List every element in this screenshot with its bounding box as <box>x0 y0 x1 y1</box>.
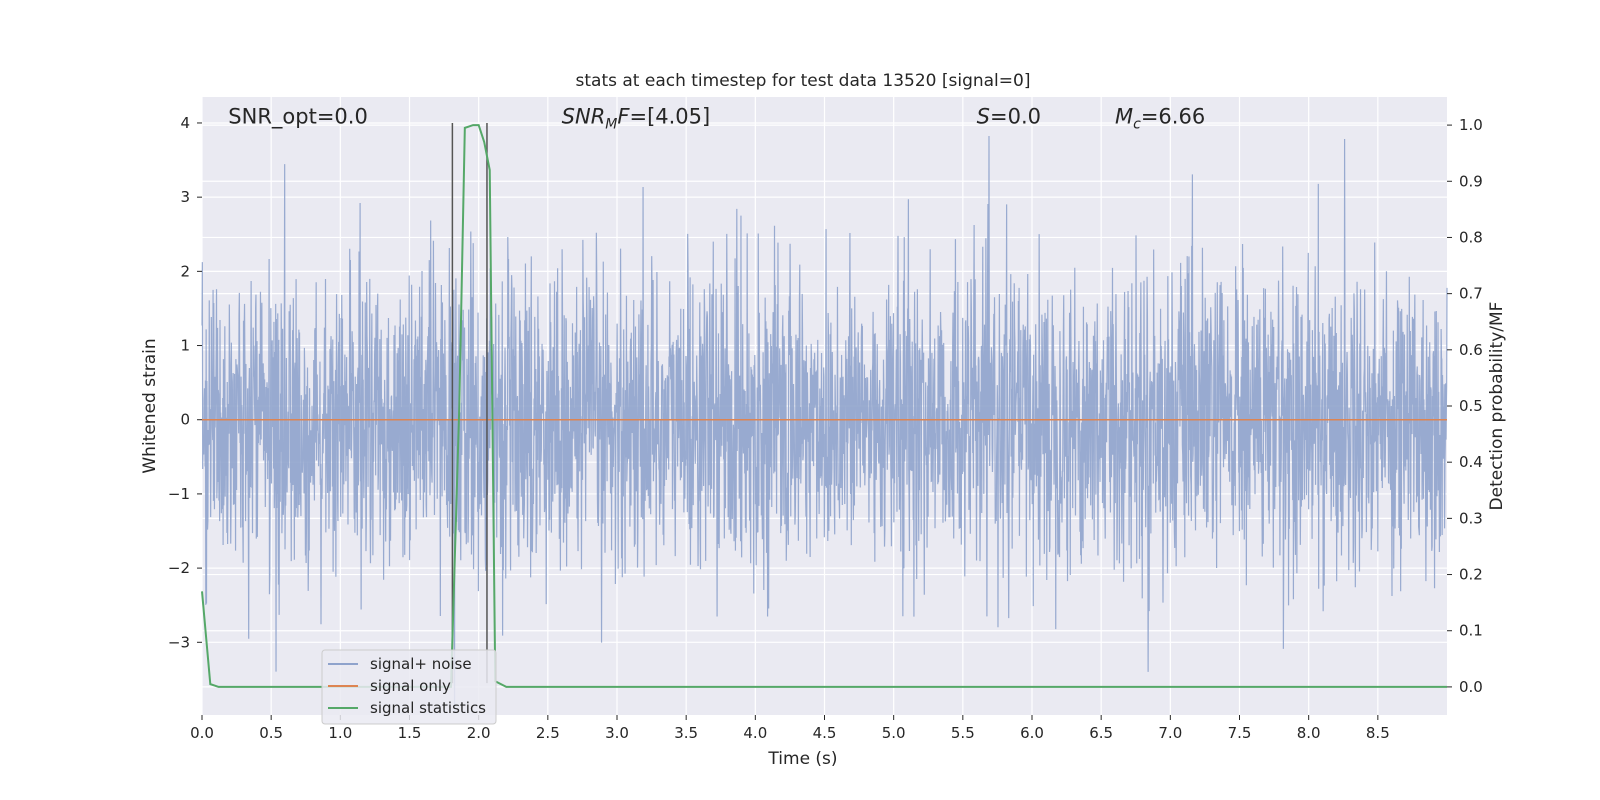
y2-tick-label: 0.1 <box>1459 622 1483 640</box>
y2-axis-ticks: 1.0 0.9 0.8 0.7 0.6 0.5 0.4 0.3 0.2 0.1 0.0 <box>1447 116 1483 696</box>
annotation-snr-mf-after: F <box>617 105 630 129</box>
y-tick-label: 3 <box>180 188 190 206</box>
y-tick-label: 4 <box>180 114 190 132</box>
y2-tick-label: 0.0 <box>1459 678 1483 696</box>
y2-tick-label: 0.4 <box>1459 453 1483 471</box>
annotation-snr-mf: SNRMF=[4.05] <box>562 105 711 133</box>
y2-tick-label: 0.2 <box>1459 566 1483 584</box>
signal-noise-line <box>201 135 1448 712</box>
x-tick-label: 4.5 <box>813 724 837 742</box>
annotation-snr-mf-base: SNR <box>562 105 606 129</box>
y-tick-label: 2 <box>180 262 190 280</box>
x-tick-label: 5.0 <box>882 724 906 742</box>
y2-tick-label: 1.0 <box>1459 116 1483 134</box>
legend: signal+ noise signal only signal statist… <box>321 649 497 725</box>
x-tick-label: 5.5 <box>951 724 975 742</box>
annotation-s-base: S <box>977 105 990 129</box>
x-tick-label: 7.5 <box>1228 724 1252 742</box>
legend-label-signal-only: signal only <box>370 677 451 695</box>
x-tick-label: 8.0 <box>1297 724 1321 742</box>
y2-tick-label: 0.7 <box>1459 285 1483 303</box>
annotation-snr-mf-value: =[4.05] <box>629 105 710 129</box>
y2-tick-label: 0.8 <box>1459 228 1483 246</box>
x-tick-label: 0.5 <box>259 724 283 742</box>
y2-tick-label: 0.6 <box>1459 341 1483 359</box>
x-tick-label: 2.0 <box>467 724 491 742</box>
x-tick-label: 3.5 <box>674 724 698 742</box>
y-tick-label: 1 <box>180 337 190 355</box>
window-marker-lines <box>451 122 488 684</box>
annotation-s: S=0.0 <box>977 105 1041 129</box>
annotation-mc-value: =6.66 <box>1141 105 1205 129</box>
x-tick-label: 7.0 <box>1158 724 1182 742</box>
annotation-snr-opt: SNR_opt=0.0 <box>228 105 368 130</box>
x-tick-label: 1.5 <box>398 724 422 742</box>
series-signal-noise <box>201 135 1448 712</box>
y-tick-label: −1 <box>168 485 190 503</box>
annotation-mc-sub: c <box>1133 117 1141 133</box>
x-tick-label: 8.5 <box>1366 724 1390 742</box>
legend-box <box>321 649 497 725</box>
y-axis-ticks: 4 3 2 1 0 −1 −2 −3 <box>168 114 202 651</box>
y2-tick-label: 0.9 <box>1459 172 1483 190</box>
y-tick-label: −3 <box>168 633 190 651</box>
y2-axis-label: Detection probability/MF <box>1487 302 1507 511</box>
x-tick-label: 0.0 <box>190 724 214 742</box>
x-tick-label: 1.0 <box>328 724 352 742</box>
y-tick-label: −2 <box>168 559 190 577</box>
x-tick-label: 6.0 <box>1020 724 1044 742</box>
y2-tick-label: 0.3 <box>1459 509 1483 527</box>
annotation-mc-base: M <box>1115 105 1133 129</box>
annotation-s-value: =0.0 <box>990 105 1041 129</box>
x-axis-label: Time (s) <box>767 749 837 769</box>
x-tick-label: 6.5 <box>1089 724 1113 742</box>
y-axis-label: Whitened strain <box>140 338 160 473</box>
y-tick-label: 0 <box>180 411 190 429</box>
legend-label-signal-noise: signal+ noise <box>370 655 472 673</box>
signal-statistics-line <box>201 124 1447 688</box>
legend-label-signal-statistics: signal statistics <box>370 699 486 717</box>
chart-title: stats at each timestep for test data 135… <box>576 71 1031 91</box>
x-tick-label: 3.0 <box>605 724 629 742</box>
x-tick-label: 2.5 <box>536 724 560 742</box>
series-signal-statistics <box>201 124 1447 688</box>
y2-tick-label: 0.5 <box>1459 397 1483 415</box>
x-tick-label: 4.0 <box>743 724 767 742</box>
annotations: SNR_opt=0.0 SNRMF=[4.05] S=0.0 Mc=6.66 <box>228 105 1205 133</box>
x-axis-ticks: 0.0 0.5 1.0 1.5 2.0 2.5 3.0 3.5 4.0 4.5 5.0 5.5 6.0 6… <box>190 715 1390 742</box>
annotation-mc: Mc=6.66 <box>1115 105 1205 133</box>
annotation-snr-mf-sub: M <box>605 117 617 133</box>
